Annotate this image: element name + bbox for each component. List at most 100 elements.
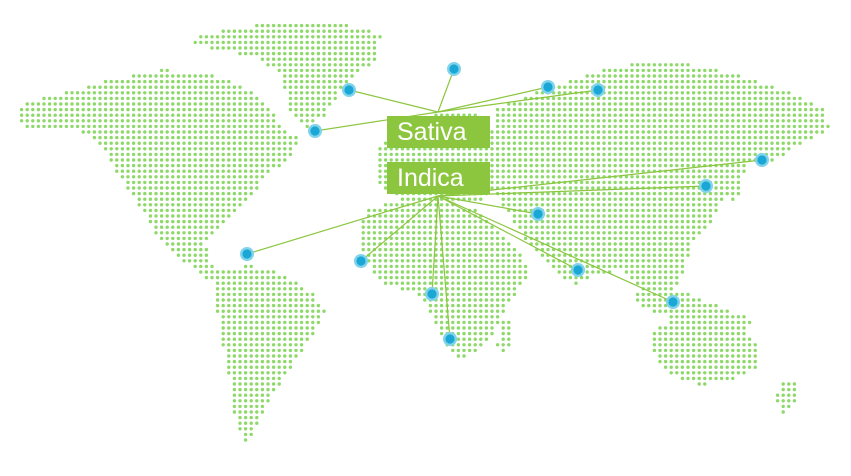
land-dot [204, 275, 209, 280]
land-dot [165, 119, 169, 123]
land-dot [535, 242, 539, 246]
land-dot [523, 270, 528, 274]
land-dot [540, 163, 545, 168]
land-dot [658, 135, 662, 140]
land-dot [361, 231, 365, 235]
land-dot [675, 79, 679, 84]
land-dot [484, 253, 489, 257]
land-dot [215, 281, 220, 285]
land-dot [154, 85, 158, 89]
land-dot [98, 107, 102, 112]
land-dot [260, 169, 265, 173]
land-dot [462, 219, 466, 224]
land-dot [691, 85, 696, 89]
land-dot [182, 107, 186, 112]
land-dot [507, 331, 511, 336]
land-dot [187, 107, 192, 112]
land-dot [635, 68, 640, 73]
land-dot [199, 270, 203, 274]
land-dot [647, 219, 651, 224]
land-dot [596, 203, 601, 207]
land-dot [339, 46, 343, 50]
land-dot [378, 208, 382, 213]
land-dot [691, 124, 696, 129]
land-dot [187, 180, 192, 185]
land-dot [221, 208, 225, 213]
land-dot [143, 152, 147, 157]
land-dot [719, 191, 724, 196]
land-dot [675, 135, 679, 140]
land-dot [260, 102, 265, 106]
land-dot [546, 247, 550, 252]
land-dot [395, 203, 399, 207]
land-dot [64, 96, 69, 101]
land-dot [484, 309, 489, 313]
land-dot [148, 96, 153, 101]
land-dot [462, 231, 466, 235]
land-dot [193, 236, 197, 241]
land-dot [266, 51, 270, 56]
land-dot [115, 113, 119, 117]
land-dot [176, 247, 181, 252]
land-dot [719, 119, 724, 123]
land-dot [596, 219, 601, 224]
land-dot [467, 236, 472, 241]
land-dot [607, 236, 612, 241]
land-dot [725, 163, 729, 168]
land-dot [406, 264, 410, 269]
land-dot [596, 102, 601, 106]
land-dot [210, 270, 214, 274]
land-dot [568, 208, 573, 213]
land-dot [187, 225, 192, 229]
land-dot [663, 365, 668, 369]
land-dot [619, 259, 623, 263]
land-dot [501, 197, 505, 201]
land-dot [523, 135, 528, 140]
land-dot [187, 208, 192, 213]
land-dot [764, 147, 769, 151]
land-dot [635, 281, 640, 285]
land-dot [663, 152, 668, 157]
land-dot [255, 107, 259, 112]
land-dot [596, 141, 601, 145]
land-dot [288, 326, 293, 330]
land-dot [227, 287, 231, 291]
land-dot [703, 158, 707, 162]
land-dot [215, 275, 220, 280]
land-dot [260, 399, 265, 403]
land-dot [187, 231, 192, 235]
land-dot [540, 158, 545, 162]
land-dot [193, 259, 197, 263]
land-dot [764, 141, 769, 145]
land-dot [675, 74, 679, 78]
land-dot [742, 326, 746, 330]
land-dot [210, 147, 214, 151]
land-dot [708, 214, 713, 218]
land-dot [663, 348, 668, 353]
land-dot [383, 163, 388, 168]
land-dot [131, 180, 136, 185]
land-dot [260, 35, 265, 39]
land-dot [361, 242, 365, 246]
land-dot [574, 163, 578, 168]
land-dot [663, 180, 668, 185]
land-dot [305, 124, 309, 129]
land-dot [266, 107, 270, 112]
land-dot [792, 135, 797, 140]
land-dot [154, 79, 158, 84]
land-dot [546, 152, 550, 157]
land-dot [658, 303, 662, 308]
land-dot [59, 119, 63, 123]
land-dot [770, 85, 774, 89]
land-dot [635, 135, 640, 140]
land-dot [344, 23, 349, 28]
land-dot [596, 242, 601, 246]
land-dot [775, 107, 780, 112]
land-dot [518, 197, 522, 201]
land-dot [193, 102, 197, 106]
land-dot [641, 214, 645, 218]
land-dot [697, 365, 701, 369]
land-dot [109, 91, 113, 95]
land-dot [238, 147, 242, 151]
land-dot [143, 180, 147, 185]
